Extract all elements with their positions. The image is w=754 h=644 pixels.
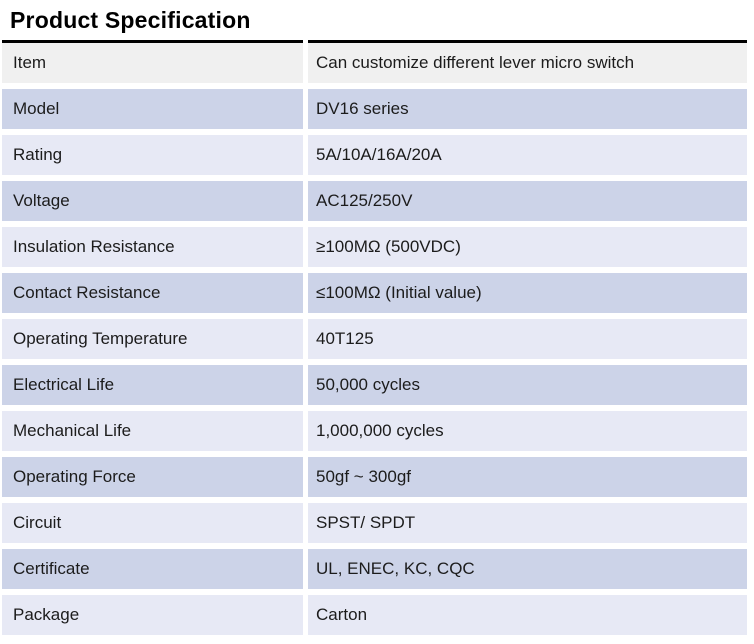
spec-label-cell: Item [2,40,303,83]
spec-value-cell: DV16 series [308,89,747,129]
spec-label-cell: Package [2,595,303,635]
spec-row: Package Carton [2,595,750,635]
spec-value-cell: UL, ENEC, KC, CQC [308,549,747,589]
spec-label-cell: Insulation Resistance [2,227,303,267]
spec-value-cell: 5A/10A/16A/20A [308,135,747,175]
spec-value-cell: SPST/ SPDT [308,503,747,543]
spec-value-cell: ≥100MΩ (500VDC) [308,227,747,267]
spec-value-cell: Can customize different lever micro swit… [308,40,747,83]
page-title: Product Specification [10,7,251,33]
spec-label-cell: Contact Resistance [2,273,303,313]
spec-row: Mechanical Life 1,000,000 cycles [2,411,750,451]
spec-label-cell: Model [2,89,303,129]
spec-value-cell: 1,000,000 cycles [308,411,747,451]
spec-value-cell: 50gf ~ 300gf [308,457,747,497]
spec-label-cell: Circuit [2,503,303,543]
spec-row: Operating Force 50gf ~ 300gf [2,457,750,497]
spec-value-cell: Carton [308,595,747,635]
spec-table: Item Can customize different lever micro… [2,40,750,635]
spec-row: Certificate UL, ENEC, KC, CQC [2,549,750,589]
spec-row: Circuit SPST/ SPDT [2,503,750,543]
spec-label-cell: Electrical Life [2,365,303,405]
spec-row: Item Can customize different lever micro… [2,40,750,83]
spec-row: Contact Resistance ≤100MΩ (Initial value… [2,273,750,313]
spec-label-cell: Voltage [2,181,303,221]
spec-value-cell: 40T125 [308,319,747,359]
spec-label-cell: Certificate [2,549,303,589]
spec-value-cell: ≤100MΩ (Initial value) [308,273,747,313]
spec-row: Voltage AC125/250V [2,181,750,221]
spec-label-cell: Operating Force [2,457,303,497]
spec-label-cell: Operating Temperature [2,319,303,359]
spec-row: Insulation Resistance ≥100MΩ (500VDC) [2,227,750,267]
spec-value-cell: 50,000 cycles [308,365,747,405]
spec-label-cell: Mechanical Life [2,411,303,451]
spec-row: Rating 5A/10A/16A/20A [2,135,750,175]
spec-label-cell: Rating [2,135,303,175]
spec-row: Model DV16 series [2,89,750,129]
spec-value-cell: AC125/250V [308,181,747,221]
spec-row: Electrical Life 50,000 cycles [2,365,750,405]
spec-row: Operating Temperature 40T125 [2,319,750,359]
